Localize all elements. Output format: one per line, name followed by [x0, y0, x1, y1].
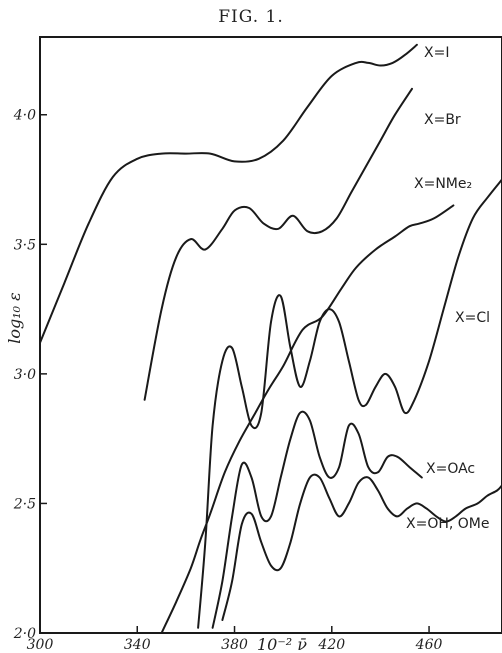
x-axis-label: 10⁻² ν̄ [257, 635, 307, 653]
y-axis-label: log₁₀ ε [5, 292, 24, 344]
y-tick-label: 3·5 [14, 237, 36, 253]
axis-ticks: 300 340 380 420 460 2·0 2·5 3·0 3·5 4·0 [13, 108, 443, 653]
plot-frame [39, 36, 502, 634]
x-tick-label: 460 [415, 637, 443, 653]
series-label-x-nme: X=NMe₂ [414, 176, 472, 192]
x-tick-label: 380 [221, 637, 248, 653]
y-tick-label: 4·0 [13, 108, 36, 124]
y-tick-label: 2·0 [13, 626, 36, 642]
curve-x-cl [197, 178, 502, 629]
data-curves [39, 43, 502, 634]
curve-x-oh-ome [221, 473, 502, 621]
series-labels: X=I X=Br X=NMe₂ X=Cl X=OAc X=OH, OMe [406, 45, 490, 532]
series-label-x-oac: X=OAc [426, 461, 475, 477]
x-tick-label: 340 [124, 637, 151, 653]
series-label-x-i: X=I [424, 45, 449, 61]
curve-x-oac [211, 410, 423, 629]
series-label-x-br: X=Br [424, 112, 461, 128]
x-tick-label: 300 [27, 637, 54, 653]
curve-x-i [39, 43, 418, 344]
curve-x-br [143, 87, 413, 401]
series-label-x-cl: X=Cl [455, 310, 490, 326]
series-label-x-oh-ome: X=OH, OMe [406, 516, 489, 532]
y-tick-label: 2·5 [13, 496, 36, 512]
curve-x-nme [160, 204, 455, 634]
figure-title: FIG. 1. [218, 7, 284, 27]
y-tick-label: 3·0 [14, 367, 36, 383]
x-tick-label: 420 [317, 637, 345, 653]
